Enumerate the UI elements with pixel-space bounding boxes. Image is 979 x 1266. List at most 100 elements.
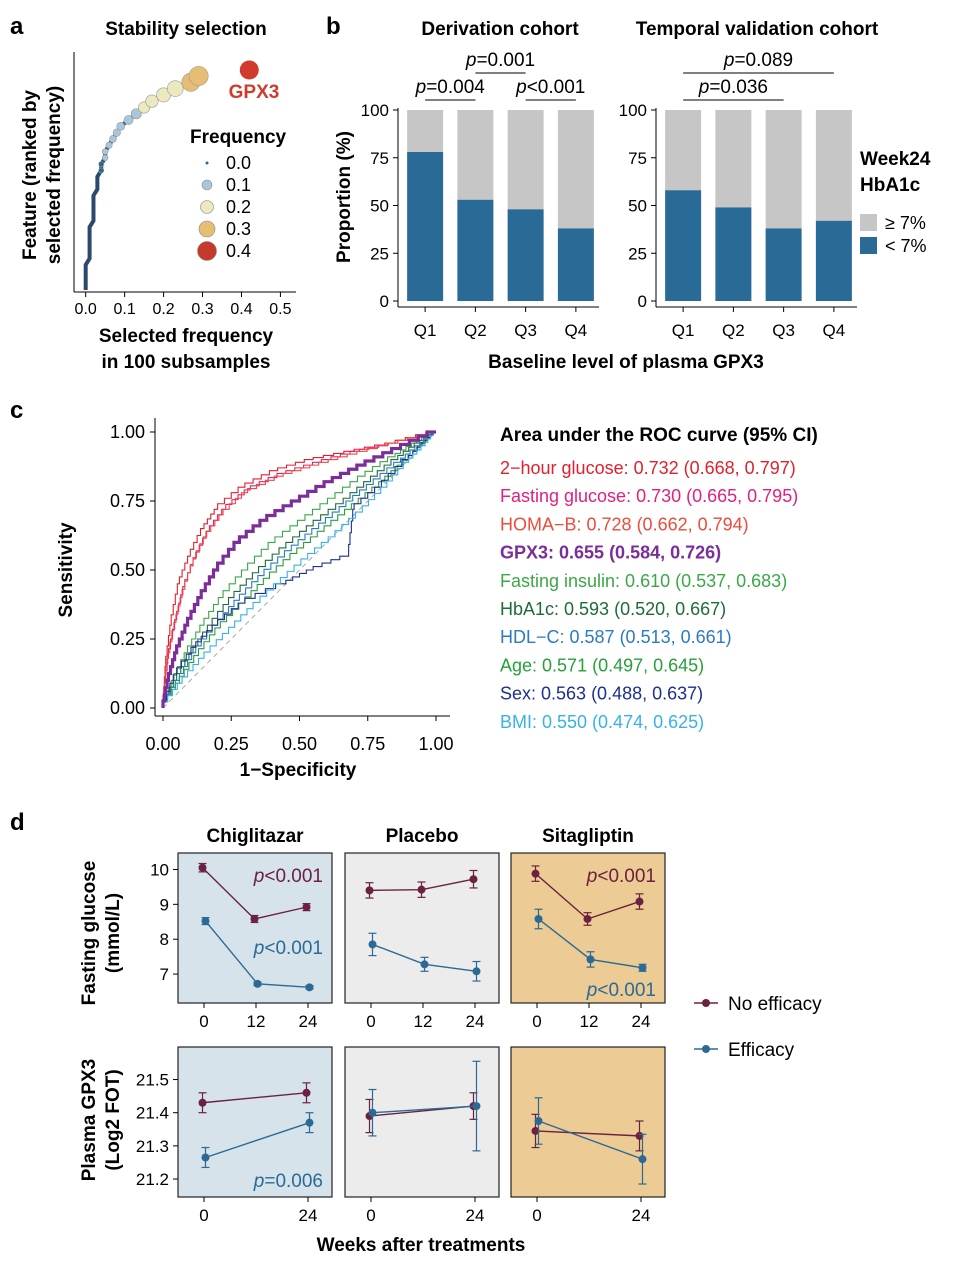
panel-d-x-tick-label: 0 <box>366 1012 375 1031</box>
panel-b-x-tick-label: Q4 <box>565 321 588 340</box>
panel-b-bar-ge7 <box>407 110 444 153</box>
panel-d-point-no_efficacy <box>531 1126 540 1135</box>
panel-c-x-tick-label: 0.25 <box>214 734 249 754</box>
panel-a: Stability selection 0.0 0.1 0.2 0.3 0.4 0.5 G… <box>20 19 296 373</box>
panel-a-legend-label: 0.4 <box>226 241 251 261</box>
panel-a-feature-point <box>167 80 184 97</box>
panel-d-x-tick-label: 0 <box>532 1206 541 1225</box>
panel-a-legend-label: 0.3 <box>226 219 251 239</box>
panel-d-pvalue: p<0.001 <box>586 866 656 887</box>
panel-d-x-tick-label: 0 <box>532 1012 541 1031</box>
panel-b-bar-lt7 <box>457 199 494 301</box>
legend-swatch-lt7 <box>860 237 877 254</box>
panel-a-x-tick-label: 0.1 <box>114 301 136 318</box>
panel-a-legend-label: 0.0 <box>226 153 251 173</box>
panel-a-feature-point <box>123 115 134 125</box>
panel-a-legend-label: 0.2 <box>226 197 251 217</box>
panel-b-bar-lt7 <box>407 152 444 301</box>
panel-b-bar-ge7 <box>557 110 594 229</box>
panel-a-feature-point <box>112 128 121 137</box>
panel-b-pvalue: p=0.089 <box>723 50 793 71</box>
panel-b-validation-title: Temporal validation cohort <box>636 19 879 40</box>
panel-d-point-efficacy <box>534 1117 543 1125</box>
panel-d-point-no_efficacy <box>302 1088 311 1097</box>
panel-b-legend-title-line2: HbA1c <box>860 175 921 196</box>
panel-a-highlight-label: GPX3 <box>229 82 280 103</box>
panel-c-xlabel: 1−Specificity <box>240 760 357 781</box>
panel-d-facet-bg <box>177 852 333 1004</box>
panel-d-point-efficacy <box>638 963 647 972</box>
panel-b-x-tick-label: Q3 <box>514 321 537 340</box>
panel-c-legend-entry: GPX3: 0.655 (0.584, 0.726) <box>500 543 721 563</box>
panel-b-y-tick-label: 25 <box>628 244 647 263</box>
panel-d-col-title-0: Chiglitazar <box>206 826 304 847</box>
panel-a-x-tick-label: 0.3 <box>191 301 213 318</box>
panel-a-feature-point <box>109 135 117 143</box>
panel-a-ylabel-line1: Feature (ranked by <box>20 90 41 260</box>
panel-c-y-tick-label: 0.00 <box>110 698 145 718</box>
panel-d-point-no_efficacy <box>417 885 426 894</box>
panel-c-legend-entry: Sex: 0.563 (0.488, 0.637) <box>500 684 703 704</box>
panel-d-col-title-2: Sitagliptin <box>542 826 634 847</box>
panel-b-bar-lt7 <box>507 209 544 301</box>
panel-c-diagonal <box>162 431 437 709</box>
panel-c-roc-fasting-insulin <box>162 431 436 708</box>
panel-b-bar-ge7 <box>665 110 702 191</box>
panel-d-x-tick-label: 24 <box>466 1012 485 1031</box>
panel-b-y-tick-label: 50 <box>370 197 389 216</box>
panel-d-y-tick-label: 21.2 <box>136 1170 169 1189</box>
panel-d-y-tick-label: 21.5 <box>136 1071 169 1090</box>
panel-d-legend: No efficacy Efficacy <box>694 994 822 1061</box>
panel-b-bar-lt7 <box>665 190 702 301</box>
panel-d-line-efficacy <box>205 1121 310 1159</box>
panel-d-y-tick-label: 7 <box>160 965 169 984</box>
panel-d-point-no_efficacy <box>469 875 478 884</box>
panel-b-marks: 0 25 50 75 100 Q1 Q2 Q3 Q4 p=0.004 p<0.001 p=0.001 0… <box>361 50 857 340</box>
panel-d-x-tick-label: 24 <box>299 1206 318 1225</box>
panel-c-legend: 2−hour glucose: 0.732 (0.668, 0.797) Fast… <box>500 458 798 732</box>
panel-a-legend-dot <box>205 161 209 165</box>
panel-label-d: d <box>10 809 25 836</box>
panel-c-legend-entry: Fasting insulin: 0.610 (0.537, 0.683) <box>500 571 787 591</box>
panel-b-y-tick-label: 100 <box>619 101 647 120</box>
panel-d-x-tick-label: 0 <box>199 1206 208 1225</box>
panel-c-legend-entry: 2−hour glucose: 0.732 (0.668, 0.797) <box>500 458 796 478</box>
panel-b-bar-ge7 <box>457 110 494 200</box>
panel-b-x-tick-label: Q2 <box>722 321 745 340</box>
panel-d-point-efficacy <box>472 1102 481 1111</box>
legend-label-no-efficacy: No efficacy <box>728 994 822 1015</box>
panel-d: Chiglitazar Placebo Sitagliptin 0 12 24 7 8 9… <box>79 826 822 1256</box>
legend-label-efficacy: Efficacy <box>728 1040 795 1061</box>
panel-d-line-efficacy <box>372 1105 477 1114</box>
panel-a-legend-dot <box>201 179 213 191</box>
panel-d-line-no_efficacy <box>202 1092 307 1104</box>
panel-a-feature-point <box>116 122 126 131</box>
panel-d-point-efficacy <box>368 1108 377 1117</box>
panel-label-b: b <box>326 13 341 40</box>
panel-b-y-tick-label: 75 <box>370 149 389 168</box>
panel-d-y-tick-label: 9 <box>160 895 169 914</box>
panel-a-feature-point <box>188 66 209 86</box>
panel-d-x-tick-label: 24 <box>299 1012 318 1031</box>
panel-b-y-tick-label: 75 <box>628 149 647 168</box>
panel-b-xlabel: Baseline level of plasma GPX3 <box>488 352 764 373</box>
panel-b-bar-ge7 <box>765 110 802 229</box>
panel-a-axes: 0.0 0.1 0.2 0.3 0.4 0.5 <box>73 52 296 318</box>
panel-d-x-tick-label: 0 <box>199 1012 208 1031</box>
panel-a-xlabel-line1: Selected frequency <box>99 326 274 347</box>
panel-d-point-no_efficacy <box>198 863 207 872</box>
panel-d-point-efficacy <box>201 1153 210 1162</box>
panel-d-point-efficacy <box>472 967 481 976</box>
panel-d-point-no_efficacy <box>198 1098 207 1107</box>
panel-a-marks <box>83 60 259 290</box>
panel-d-line-efficacy <box>538 1120 643 1160</box>
panel-a-x-tick-label: 0.0 <box>75 301 97 318</box>
panel-a-legend: 0.00.10.20.30.4 <box>197 153 251 261</box>
panel-a-feature-point <box>101 148 109 155</box>
panel-a-legend-dot <box>198 220 216 238</box>
legend-dot-no-efficacy <box>702 999 710 1007</box>
panel-d-x-tick-label: 24 <box>632 1206 651 1225</box>
panel-b-ylabel: Proportion (%) <box>334 131 355 263</box>
panel-b-x-tick-label: Q1 <box>414 321 437 340</box>
panel-b-x-tick-label: Q3 <box>772 321 795 340</box>
